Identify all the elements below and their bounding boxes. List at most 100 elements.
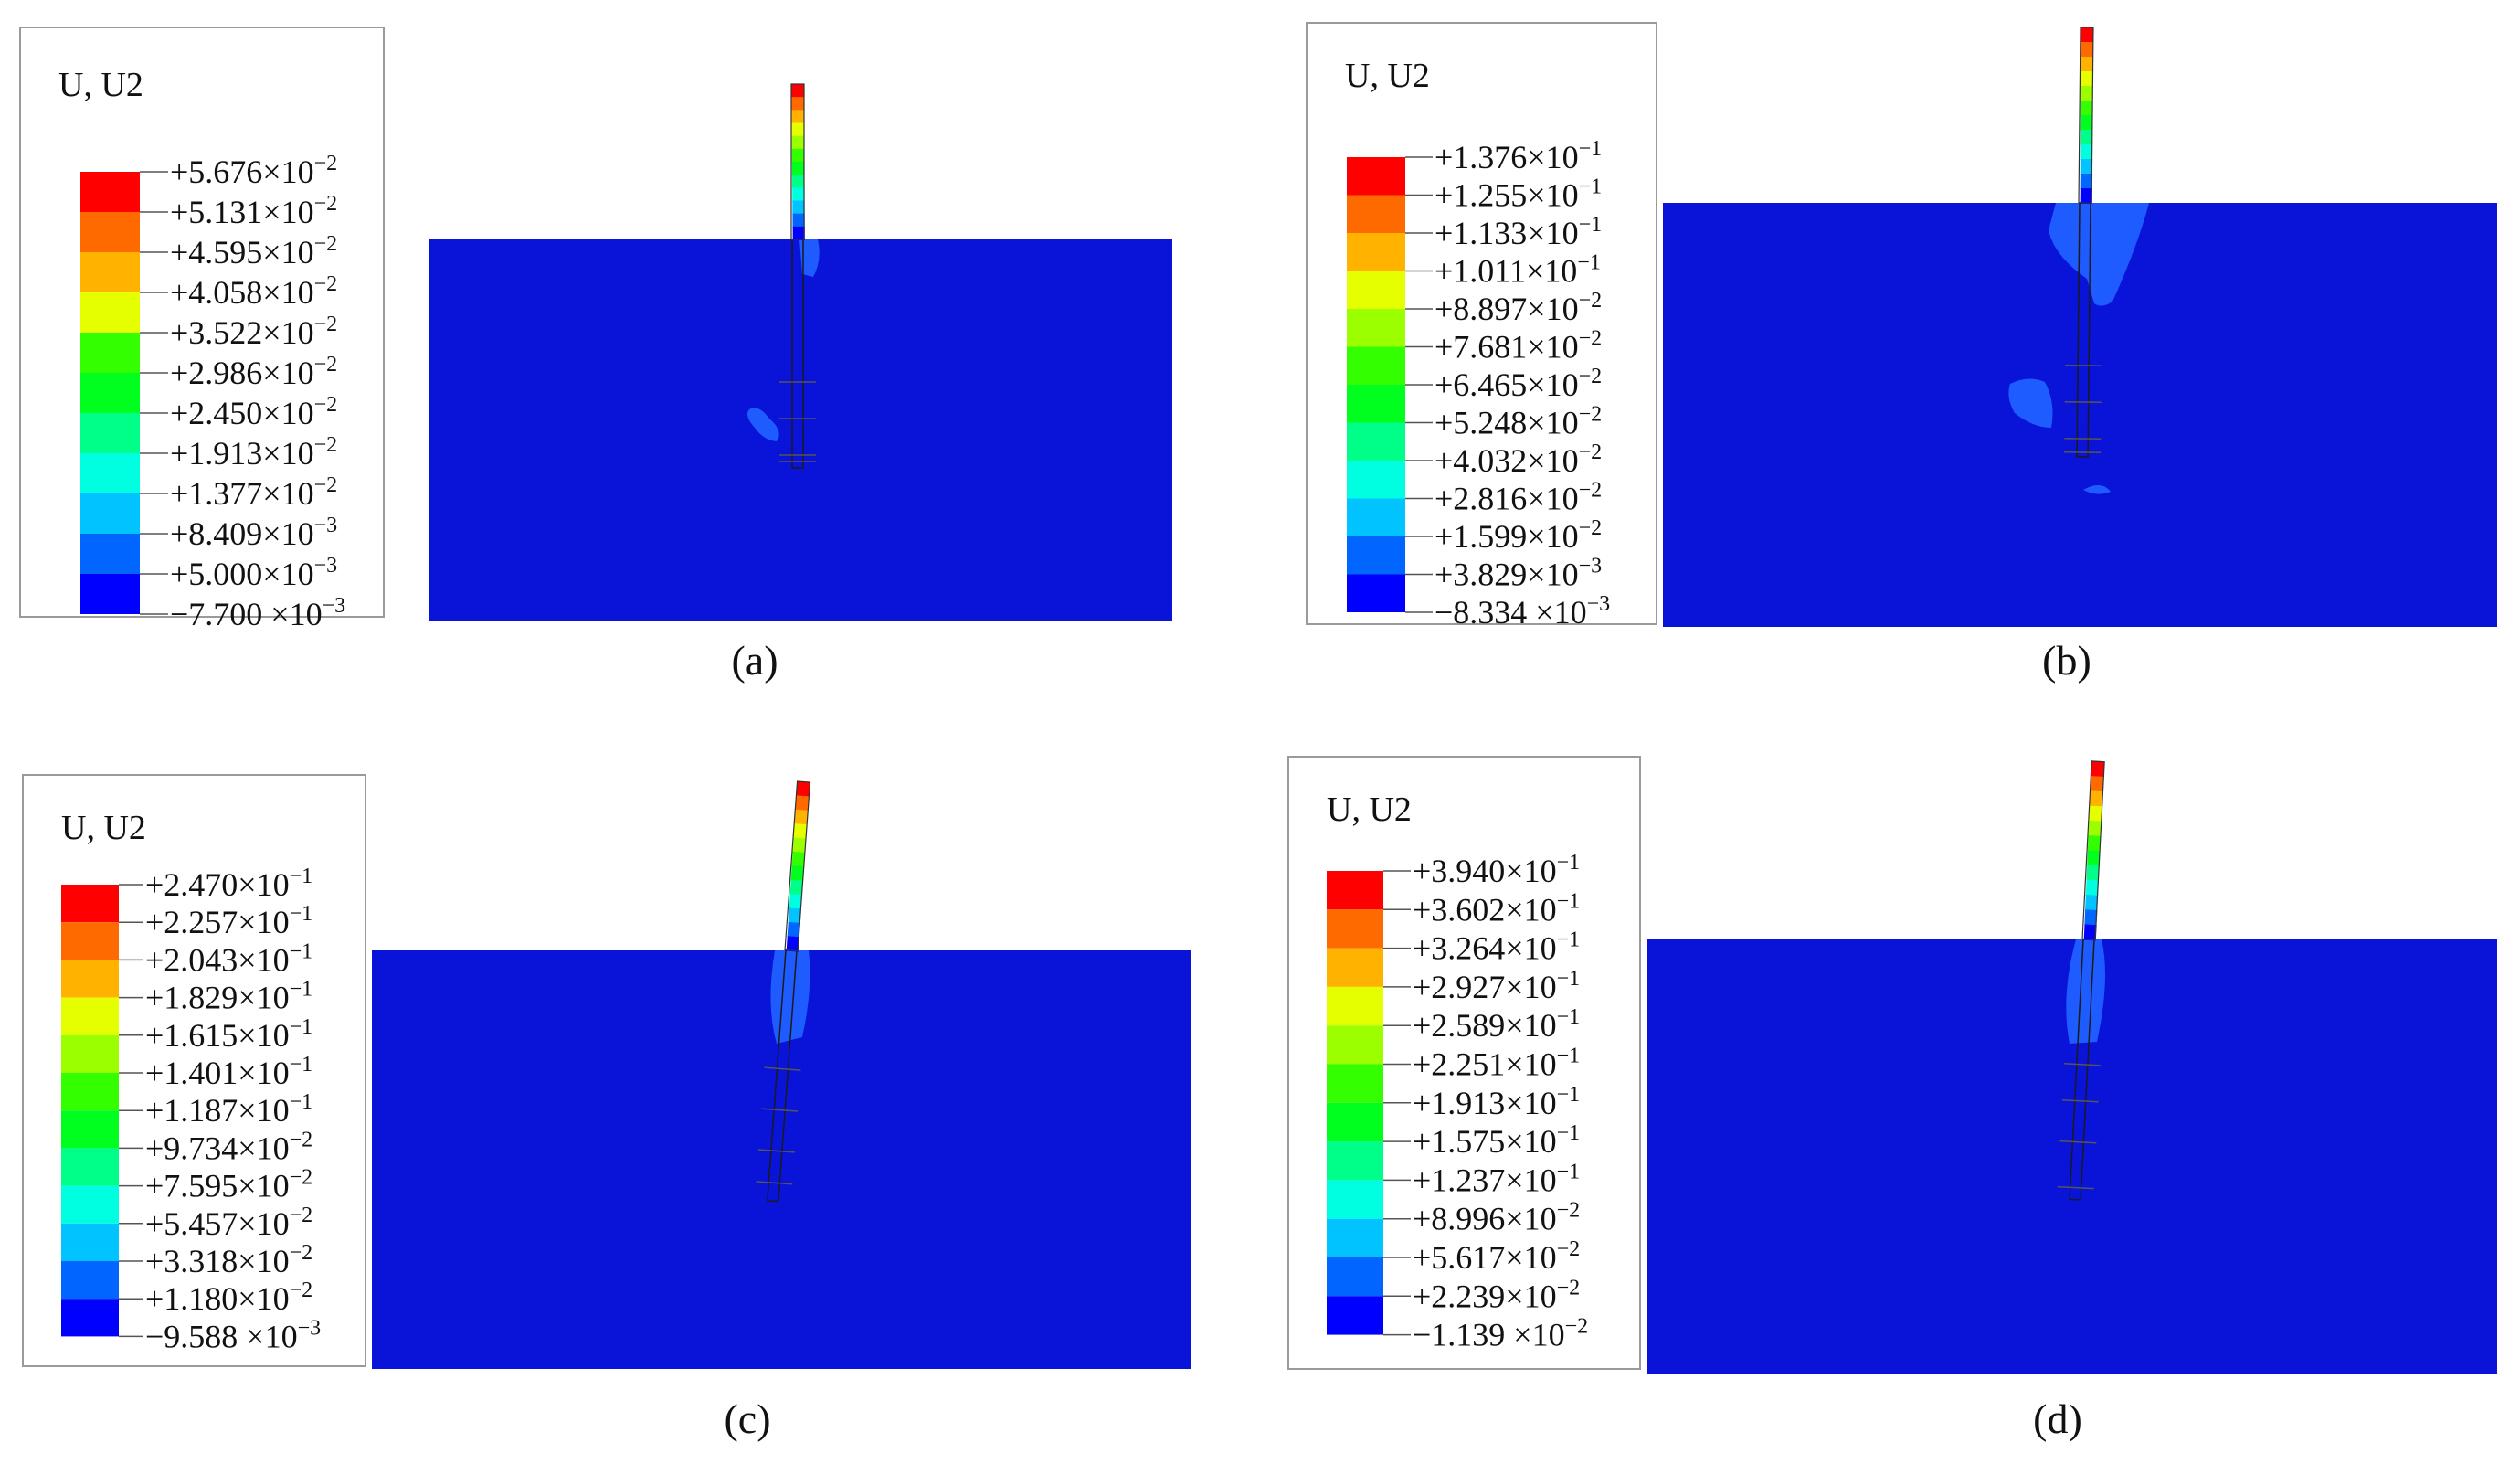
pile-marker: [756, 1181, 793, 1185]
legend-color-band: [80, 574, 140, 614]
legend-label: +5.131×10−2: [170, 192, 337, 230]
legend-label: +5.000×10−3: [170, 554, 337, 592]
panel-caption: (d): [2033, 1395, 2082, 1442]
displacement-zone: [2066, 939, 2105, 1044]
pile-marker: [2059, 1140, 2097, 1144]
soil-domain: [429, 239, 1172, 621]
pile-contour-segment: [792, 187, 805, 202]
legend-label: +2.239×10−2: [1413, 1276, 1580, 1314]
pile-contour-segment: [2085, 879, 2099, 896]
pile-contour-segment: [791, 97, 805, 111]
legend: U, U2 +2.470×10−1+2.257×10−1+2.043×10−1 +1…: [22, 774, 366, 1367]
pile-contour-segment: [796, 780, 810, 798]
legend-color-band: [1327, 986, 1383, 1026]
legend-color-band: [1347, 385, 1405, 423]
pile-contour-segment: [2080, 158, 2093, 175]
legend-color-band: [80, 252, 140, 292]
legend-label: +1.011×10−1: [1435, 251, 1601, 290]
legend-label: +3.602×10−1: [1413, 889, 1580, 928]
pile-outline: [790, 83, 805, 240]
pile-contour-segment: [2080, 129, 2093, 146]
pile: [2057, 760, 2105, 1201]
panel-b: U, U2+1.376×10−1+1.255×10−1+1.133×10−1+1…: [1306, 22, 2497, 684]
legend-color-band: [1327, 1296, 1383, 1335]
pile-marker: [757, 1149, 795, 1153]
legend-label: +2.257×10−1: [145, 902, 312, 940]
pile-contour-segment: [2080, 187, 2092, 205]
displacement-zone: [2008, 378, 2053, 428]
legend-color-band: [80, 534, 140, 574]
pile-contour-segment: [2084, 909, 2098, 927]
legend-color-band: [61, 1034, 119, 1073]
displacement-zone: [747, 408, 779, 441]
legend-label: +2.043×10−1: [145, 939, 312, 978]
pile-contour-segment: [791, 84, 804, 99]
legend-label: +7.595×10−2: [145, 1166, 312, 1204]
legend-label: +2.470×10−1: [145, 865, 312, 903]
pile-contour-segment: [2086, 865, 2100, 882]
legend-label: +8.897×10−2: [1435, 289, 1602, 327]
pile-contour-segment: [2085, 895, 2099, 911]
pile-contour-segment: [792, 213, 805, 228]
pile-contour-segment: [794, 809, 809, 826]
legend-label: +3.940×10−1: [1413, 851, 1580, 889]
pile-contour-segment: [786, 936, 799, 952]
pile-contour-segment: [2080, 85, 2093, 102]
pile-marker: [761, 1108, 799, 1112]
pile-contour-segment: [2089, 790, 2103, 808]
legend-label: +4.058×10−2: [170, 272, 337, 311]
legend-label: −7.700 ×10−3: [170, 594, 345, 632]
legend-color-band: [1327, 1218, 1383, 1257]
legend-color-band: [1327, 871, 1383, 910]
legend-color-band: [61, 885, 119, 923]
panel-d: U, U2+3.940×10−1+3.602×10−1+3.264×10−1+2…: [1287, 756, 2497, 1442]
pile-contour-segment: [2091, 760, 2105, 778]
legend-label: +2.927×10−1: [1413, 967, 1580, 1005]
legend-label: +5.457×10−2: [145, 1204, 312, 1242]
panel-caption: (c): [724, 1395, 770, 1442]
legend-label: +1.401×10−1: [145, 1053, 312, 1091]
legend-color-band: [80, 493, 140, 534]
pile: [2064, 27, 2102, 458]
legend-color-band: [1327, 1257, 1383, 1297]
pile-contour-segment: [792, 200, 805, 215]
panel-c: U, U2 +2.470×10−1+2.257×10−1+2.043×10−1 +1…: [22, 774, 1191, 1442]
legend-color-band: [1327, 1141, 1383, 1181]
legend-color-band: [80, 373, 140, 413]
legend-label: +2.589×10−1: [1413, 1005, 1580, 1044]
legend-title: U, U2: [1345, 57, 1430, 95]
legend-label: +2.986×10−2: [170, 353, 337, 391]
pile-contour-segment: [788, 907, 802, 924]
legend-label: −8.334 ×10−3: [1435, 592, 1610, 631]
legend-label: +5.676×10−2: [170, 152, 337, 190]
legend-label: −1.139 ×10−2: [1413, 1315, 1588, 1353]
legend-label: +1.575×10−1: [1413, 1121, 1580, 1160]
legend-color-band: [80, 212, 140, 252]
legend-label: +1.913×10−1: [1413, 1083, 1580, 1121]
pile-contour-segment: [2080, 27, 2094, 44]
pile-contour-segment: [2089, 805, 2102, 822]
legend-color-band: [1347, 536, 1405, 575]
legend-label: +9.734×10−2: [145, 1128, 312, 1166]
pile-contour-segment: [2080, 70, 2093, 88]
pile-contour-segment: [791, 110, 805, 124]
legend-label: +1.913×10−2: [170, 433, 337, 472]
pile-contour-segment: [2080, 100, 2093, 117]
legend-color-band: [1327, 1025, 1383, 1065]
legend-label: +7.681×10−2: [1435, 327, 1602, 366]
pile-contour-segment: [792, 837, 807, 854]
pile-contour-segment: [2080, 114, 2093, 132]
pile-contour-segment: [2083, 924, 2097, 941]
legend-color-band: [1327, 1102, 1383, 1142]
legend-label: +1.133×10−1: [1435, 213, 1602, 251]
legend-label: +6.465×10−2: [1435, 365, 1602, 403]
legend-title: U, U2: [61, 809, 146, 847]
legend-color-band: [61, 1299, 119, 1337]
legend-label: +3.318×10−2: [145, 1241, 312, 1279]
legend-color-band: [61, 922, 119, 960]
legend-title: U, U2: [58, 66, 143, 104]
pile: [756, 780, 811, 1203]
pile-contour-segment: [2090, 776, 2104, 793]
pile-contour-segment: [792, 226, 805, 240]
